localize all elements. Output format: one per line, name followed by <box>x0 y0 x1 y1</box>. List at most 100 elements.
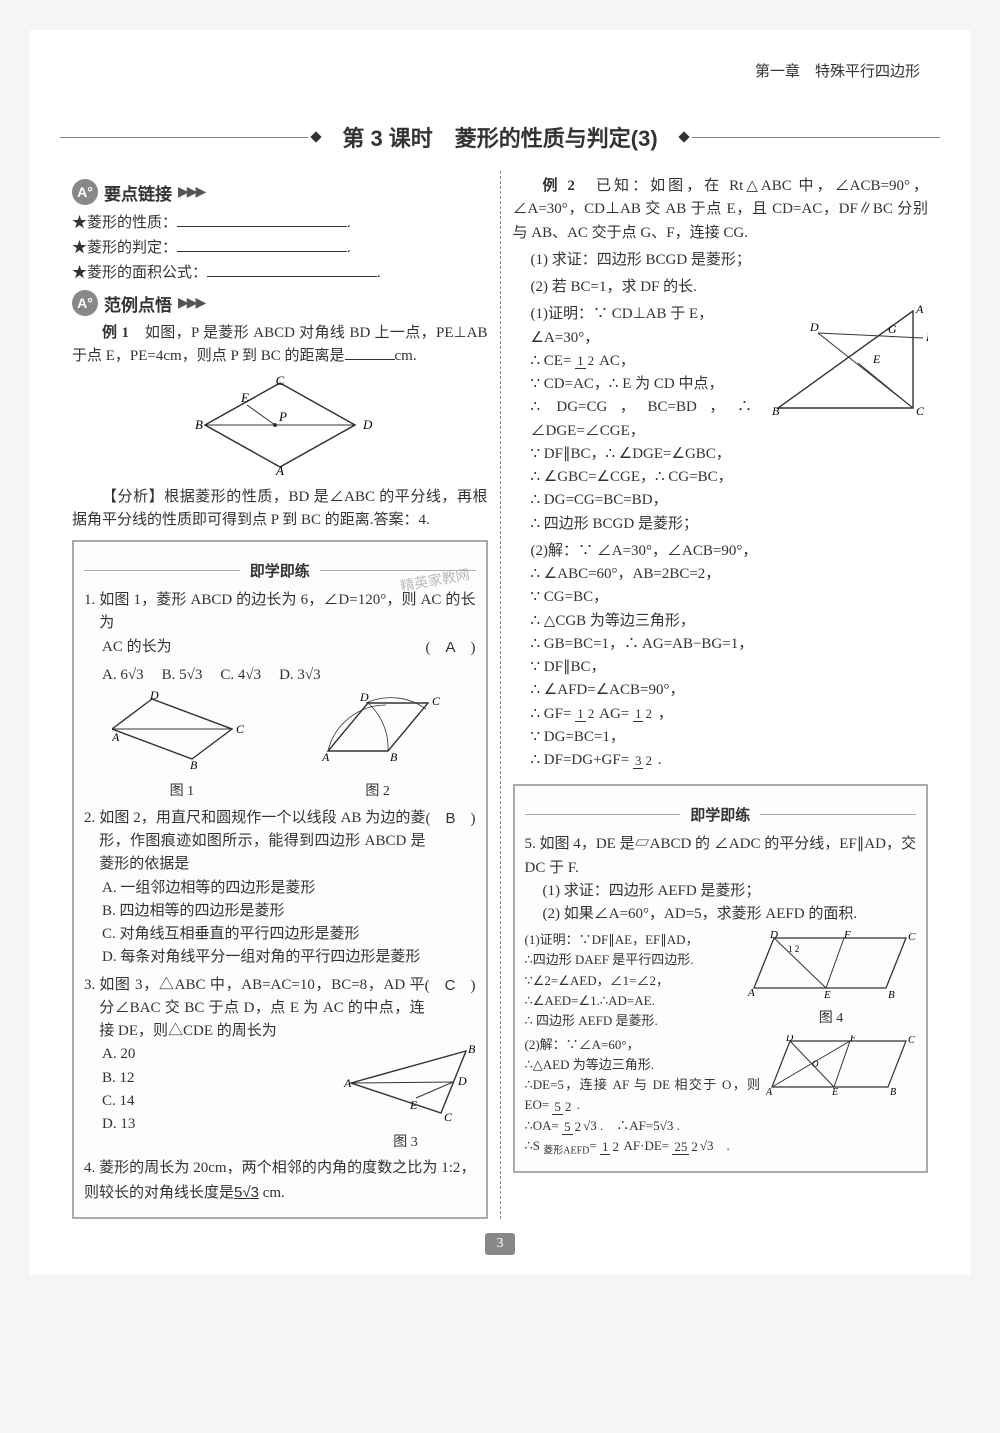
q4: 4. 菱形的周长为 20cm，两个相邻的内角的度数之比为 1:2，则较长的对角线… <box>84 1157 476 1205</box>
svg-text:A: A <box>766 1087 773 1097</box>
svg-text:E: E <box>240 390 249 405</box>
keypoint-text: ★菱形的判定： <box>72 236 177 257</box>
q4-answer: 5√3 <box>234 1184 259 1201</box>
section-link-head: A° 要点链接 ▶▶▶ <box>72 179 488 205</box>
keypoint-text: ★菱形的性质： <box>72 211 177 232</box>
practice-head: 即学即练 <box>525 804 917 825</box>
svg-text:C: C <box>908 931 916 943</box>
svg-text:P: P <box>278 409 287 424</box>
section-link-label: 要点链接 <box>104 180 172 205</box>
svg-text:A: A <box>275 463 284 475</box>
svg-text:F: F <box>849 1035 857 1044</box>
q3-stem: 如图 3，△ABC 中，AB=AC=10，BC=8，AD 平分∠BAC 交 BC… <box>95 974 424 1044</box>
sol-head: (2)解： <box>531 543 579 559</box>
svg-text:E: E <box>409 1098 418 1112</box>
lesson-title-bar: 第 3 课时 菱形的性质与判定(3) <box>60 121 940 153</box>
svg-text:B: B <box>195 417 203 432</box>
q2-options: A. 一组邻边相等的四边形是菱形 B. 四边相等的四边形是菱形 C. 对角线互相… <box>84 877 476 970</box>
arrows-icon: ▶▶▶ <box>178 295 204 312</box>
q5-part1: (1) 求证：四边形 AEFD 是菱形； <box>525 880 917 903</box>
svg-text:C: C <box>444 1110 453 1121</box>
svg-text:B: B <box>190 758 198 771</box>
practice-label: 即学即练 <box>680 804 760 825</box>
page-number: 3 <box>485 1233 515 1255</box>
svg-text:D: D <box>785 1035 794 1044</box>
example2-label: 例 2 <box>543 178 575 194</box>
svg-text:B: B <box>390 750 398 764</box>
svg-text:C: C <box>236 722 245 736</box>
svg-text:G: G <box>888 322 897 336</box>
svg-text:A: A <box>112 730 120 744</box>
q1-cap1: 图 1 <box>112 781 252 803</box>
keypoint-row: ★菱形的性质：. <box>72 211 488 232</box>
svg-text:F: F <box>925 330 928 344</box>
q2-answer: B <box>445 810 455 827</box>
svg-text:D: D <box>457 1074 467 1088</box>
q3-cap: 图 3 <box>336 1132 476 1154</box>
q5-proof-head: (1)证明： <box>525 932 579 947</box>
practice-box-left: 即学即练 1. 如图 1，菱形 ABCD 的边长为 6，∠D=120°，则 AC… <box>72 540 488 1219</box>
q1-figures: D A C B 图 1 <box>84 691 476 803</box>
q3-options: A. 20 B. 12 C. 14 D. 13 <box>84 1043 336 1153</box>
example1-label: 例 1 <box>102 325 129 341</box>
svg-text:A: A <box>915 303 924 316</box>
section-example-head: A° 范例点悟 ▶▶▶ <box>72 290 488 316</box>
q2-stem: 如图 2，用直尺和圆规作一个以线段 AB 为边的菱形，作图痕迹如图所示，能得到四… <box>95 807 425 877</box>
svg-text:D: D <box>149 691 159 702</box>
svg-text:1 2: 1 2 <box>788 944 799 954</box>
lesson-title: 第 3 课时 菱形的性质与判定(3) <box>324 121 675 153</box>
example2-part2: (2) 若 BC=1，求 DF 的长. <box>513 276 929 299</box>
q3-answer: C <box>445 977 456 994</box>
svg-text:E: E <box>831 1087 838 1097</box>
svg-text:B: B <box>890 1087 896 1097</box>
q1-cap2: 图 2 <box>308 781 448 803</box>
svg-text:C: C <box>275 375 284 388</box>
example2-stem: 例 2 已知：如图，在 Rt△ABC 中，∠ACB=90°，∠A=30°，CD⊥… <box>513 175 929 245</box>
svg-text:F: F <box>843 930 851 941</box>
q1: 1. 如图 1，菱形 ABCD 的边长为 6，∠D=120°，则 AC 的长为 … <box>84 589 476 803</box>
example1-stem: 例 1 如图，P 是菱形 ABCD 对角线 BD 上一点，PE⊥AB 于点 E，… <box>72 322 488 369</box>
svg-text:D: D <box>809 320 819 334</box>
q1-answer: A <box>445 639 455 656</box>
analysis-label: 【分析】 <box>102 489 164 505</box>
svg-text:A: A <box>747 987 755 999</box>
left-column: A° 要点链接 ▶▶▶ ★菱形的性质：. ★菱形的判定：. ★菱形的面积公式：.… <box>60 171 501 1219</box>
practice-box-right: 即学即练 5. 如图 4，DE 是▱ABCD 的 ∠ADC 的平分线，EF∥AD… <box>513 784 929 1173</box>
svg-text:D: D <box>359 691 369 704</box>
svg-text:B: B <box>772 404 780 418</box>
svg-text:D: D <box>362 417 373 432</box>
svg-text:B: B <box>888 989 895 1000</box>
keypoint-row: ★菱形的判定：. <box>72 236 488 257</box>
q5-stem: 如图 4，DE 是▱ABCD 的 ∠ADC 的平分线，EF∥AD，交 DC 于 … <box>525 836 917 875</box>
svg-text:O: O <box>812 1059 819 1069</box>
q5-cap: 图 4 <box>746 1007 916 1027</box>
badge-icon: A° <box>72 179 98 205</box>
example2-solution: (2)解：∵ ∠A=30°，∠ACB=90°， ∴ ∠ABC=60°，AB=2B… <box>513 540 929 773</box>
practice-head: 即学即练 <box>84 560 476 581</box>
svg-text:C: C <box>432 694 441 708</box>
keypoint-text: ★菱形的面积公式： <box>72 261 207 282</box>
q1-options: A. 6√3 B. 5√3 C. 4√3 D. 3√3 <box>102 664 476 687</box>
arrows-icon: ▶▶▶ <box>178 184 204 201</box>
proof-head: (1)证明： <box>531 306 594 322</box>
svg-text:D: D <box>769 930 778 941</box>
svg-text:E: E <box>823 989 831 1000</box>
chapter-header: 第一章 特殊平行四边形 <box>60 60 940 81</box>
example2-part1: (1) 求证：四边形 BCGD 是菱形； <box>513 249 929 272</box>
q1-stem: 如图 1，菱形 ABCD 的边长为 6，∠D=120°，则 AC 的长为 <box>95 589 475 636</box>
q3-figure: A B C D E 图 3 <box>336 1043 476 1153</box>
svg-text:E: E <box>872 352 881 366</box>
svg-text:C: C <box>908 1035 915 1046</box>
svg-text:C: C <box>916 404 925 418</box>
q5-figure1: D F C A E B 1 2 图 4 <box>746 930 916 1027</box>
example1-figure: A B C D P E <box>72 375 488 480</box>
example1-unit: cm. <box>395 348 417 364</box>
q5-part2: (2) 如果∠A=60°，AD=5，求菱形 AEFD 的面积. <box>525 903 917 926</box>
section-example-label: 范例点悟 <box>104 291 172 316</box>
q5-figure2: D F C A E B O <box>766 1035 916 1102</box>
q5: 5. 如图 4，DE 是▱ABCD 的 ∠ADC 的平分线，EF∥AD，交 DC… <box>525 833 917 926</box>
badge-icon: A° <box>72 290 98 316</box>
svg-text:B: B <box>468 1043 476 1056</box>
q5-sol-head: (2)解： <box>525 1037 566 1052</box>
example2-intro: 已知：如图，在 Rt△ABC 中，∠ACB=90°，∠A=30°，CD⊥AB 交… <box>513 178 929 241</box>
